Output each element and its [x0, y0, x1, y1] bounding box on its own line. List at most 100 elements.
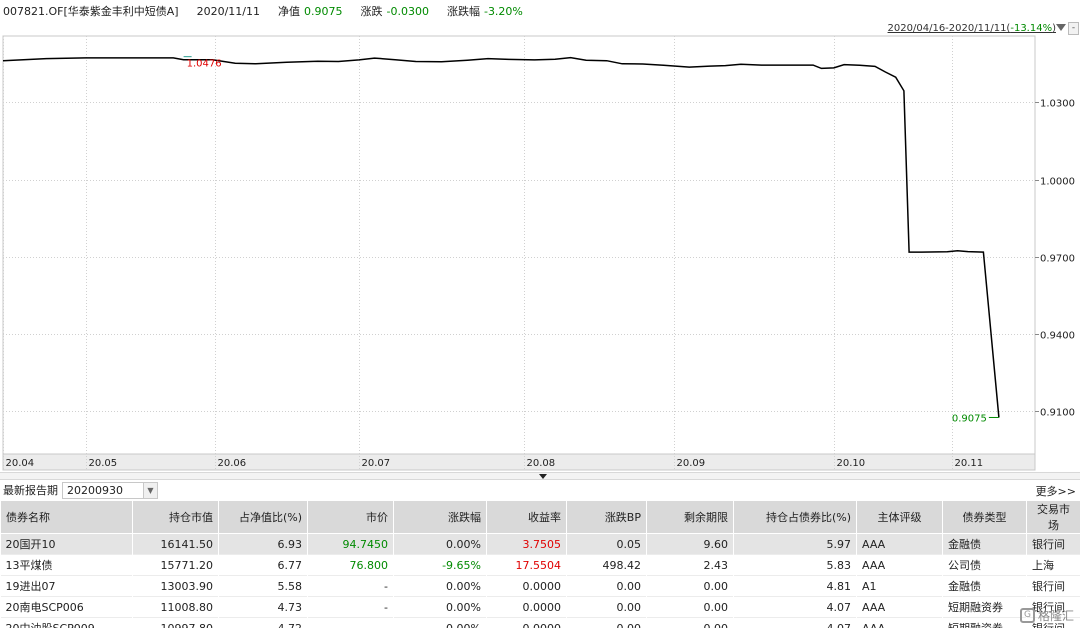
col-header-bp[interactable]: 涨跌BP [566, 500, 647, 534]
report-period-label: 最新报告期 [3, 484, 58, 497]
price: - [307, 575, 394, 597]
change-pct: 0.00% [393, 617, 487, 628]
watermark-logo-icon: G [1019, 608, 1035, 623]
range-text-suffix: ) [1052, 23, 1056, 34]
max-value-label: 1.0476 [187, 59, 222, 70]
bond-type: 公司债 [942, 554, 1027, 576]
table-row[interactable]: 20南电SCP006 11008.80 4.73 - 0.00% 0.0000 … [0, 596, 1080, 618]
market-value: 13003.90 [132, 575, 219, 597]
panel-splitter[interactable] [0, 472, 1080, 480]
market-value: 15771.20 [132, 554, 219, 576]
col-header-yield[interactable]: 收益率 [486, 500, 567, 534]
report-period-value: 20200930 [67, 483, 123, 497]
range-return: -13.14% [1010, 23, 1053, 34]
change-pct: 0.00% [393, 596, 487, 618]
chevron-down-icon[interactable]: ▼ [143, 482, 157, 498]
change-pct: 0.00% [393, 533, 487, 555]
nav-pct: 4.72 [218, 617, 308, 628]
col-header-price[interactable]: 市价 [307, 500, 394, 534]
remaining-term: 0.00 [646, 575, 734, 597]
change-bp: 0.00 [566, 575, 647, 597]
rating: AAA [856, 617, 943, 628]
trade-market: 银行间 [1026, 533, 1080, 555]
bond-pct: 4.07 [733, 596, 857, 618]
col-header-nav-pct[interactable]: 占净值比(%) [218, 500, 308, 534]
x-tick-label: 20.11 [955, 458, 984, 469]
col-header-market[interactable]: 交易市场 [1026, 500, 1080, 534]
table-row[interactable]: 19进出07 13003.90 5.58 - 0.00% 0.0000 0.00… [0, 575, 1080, 597]
trade-market: 银行间 [1026, 596, 1080, 618]
y-tick-label: 0.9100 [1040, 408, 1075, 419]
change-pct-value: -3.20% [483, 4, 523, 18]
remaining-term: 0.00 [646, 617, 734, 628]
range-dropdown-icon[interactable] [1056, 24, 1066, 31]
change-pct: -9.65% [393, 554, 487, 576]
trade-market: 上海 [1026, 554, 1080, 576]
remaining-term: 9.60 [646, 533, 734, 555]
col-header-bond-name[interactable]: 债券名称 [0, 500, 133, 534]
yield: 17.5504 [486, 554, 567, 576]
col-header-term[interactable]: 剩余期限 [646, 500, 734, 534]
price: - [307, 596, 394, 618]
nav-chart[interactable]: 1.0300 1.0000 0.9700 0.9400 0.9100 20.04 20.05… [0, 22, 1080, 472]
change-pct-label: 涨跌幅 [446, 5, 480, 18]
bond-pct: 4.81 [733, 575, 857, 597]
y-tick-label: 1.0000 [1040, 177, 1075, 188]
price: 76.800 [307, 554, 394, 576]
bond-name: 20南电SCP006 [0, 596, 133, 618]
range-text-prefix: 2020/04/16-2020/11/11( [887, 23, 1011, 34]
col-header-type[interactable]: 债券类型 [942, 500, 1027, 534]
bond-type: 金融债 [942, 575, 1027, 597]
change-bp: 0.05 [566, 533, 647, 555]
rating: AAA [856, 554, 943, 576]
watermark: G 格隆汇 [1019, 607, 1074, 624]
yield: 0.0000 [486, 575, 567, 597]
nav-label: 净值 [278, 5, 300, 18]
x-tick-label: 20.05 [89, 458, 118, 469]
bond-holdings-table: 债券名称 持仓市值 占净值比(%) 市价 涨跌幅 收益率 涨跌BP 剩余期限 持… [0, 500, 1080, 628]
nav-value: 0.9075 [304, 4, 343, 18]
col-header-market-value[interactable]: 持仓市值 [132, 500, 219, 534]
yield: 0.0000 [486, 596, 567, 618]
table-header-row: 债券名称 持仓市值 占净值比(%) 市价 涨跌幅 收益率 涨跌BP 剩余期限 持… [0, 500, 1080, 534]
bond-name: 20国开10 [0, 533, 133, 555]
market-value: 11008.80 [132, 596, 219, 618]
table-row[interactable]: 20国开10 16141.50 6.93 94.7450 0.00% 3.750… [0, 533, 1080, 555]
col-header-change[interactable]: 涨跌幅 [393, 500, 487, 534]
bond-type: 短期融资券 [942, 617, 1027, 628]
plot-frame [2, 35, 1036, 455]
x-tick-label: 20.10 [837, 458, 866, 469]
x-axis-band [2, 453, 1036, 471]
remaining-term: 2.43 [646, 554, 734, 576]
trade-market: 银行间 [1026, 575, 1080, 597]
change-value: -0.0300 [386, 4, 429, 18]
col-header-bond-pct[interactable]: 持仓占债券比(%) [733, 500, 857, 534]
change-bp: 0.00 [566, 617, 647, 628]
nav-line-chart[interactable]: 1.0300 1.0000 0.9700 0.9400 0.9100 20.04 20.05… [0, 22, 1080, 472]
collapse-arrow-icon[interactable] [539, 474, 547, 479]
table-row[interactable]: 13平煤债 15771.20 6.77 76.800 -9.65% 17.550… [0, 554, 1080, 576]
remaining-term: 0.00 [646, 596, 734, 618]
nav-series-line [2, 56, 1000, 418]
report-period-bar: 最新报告期 20200930 ▼ 更多>> [0, 480, 1080, 500]
bond-name: 13平煤债 [0, 554, 133, 576]
nav-pct: 6.77 [218, 554, 308, 576]
watermark-text: 格隆汇 [1037, 609, 1074, 623]
table-row[interactable]: 20中油股SCP009 10997.80 4.72 - 0.00% 0.0000… [0, 617, 1080, 628]
yield: 3.7505 [486, 533, 567, 555]
fund-title: 007821.OF[华泰紫金丰利中短债A] [3, 5, 179, 18]
bond-type: 短期融资券 [942, 596, 1027, 618]
x-tick-label: 20.07 [362, 458, 391, 469]
quote-header: 007821.OF[华泰紫金丰利中短债A] 2020/11/11 净值 0.90… [0, 0, 1080, 22]
change-bp: 0.00 [566, 596, 647, 618]
bond-pct: 4.07 [733, 617, 857, 628]
x-tick-label: 20.06 [218, 458, 247, 469]
more-link[interactable]: 更多>> [1035, 485, 1076, 498]
bond-type: 金融债 [942, 533, 1027, 555]
report-period-select[interactable]: 20200930 ▼ [62, 481, 158, 499]
x-tick-label: 20.04 [6, 458, 35, 469]
date-range-selector[interactable]: 2020/04/16-2020/11/11(-13.14%) [888, 22, 1056, 36]
y-tick-label: 1.0300 [1040, 99, 1075, 110]
collapse-chart-button[interactable]: - [1068, 22, 1079, 35]
col-header-rating[interactable]: 主体评级 [856, 500, 943, 534]
